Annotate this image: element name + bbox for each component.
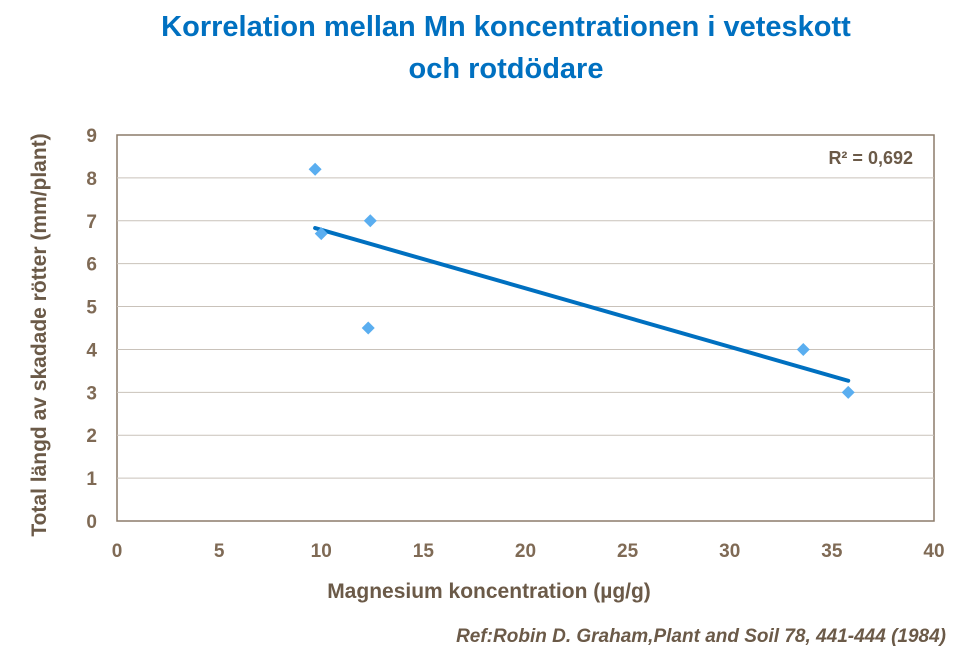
y-tick-label: 3 — [86, 383, 97, 404]
y-axis-title: Total längd av skadade rötter (mm/plant) — [28, 133, 51, 536]
r-squared-label: R² = 0,692 — [828, 148, 913, 168]
y-tick-label: 2 — [86, 426, 97, 447]
x-tick-label: 30 — [719, 541, 740, 562]
y-tick-label: 9 — [86, 126, 97, 147]
x-tick-label: 0 — [112, 541, 123, 562]
x-tick-label: 5 — [214, 541, 225, 562]
x-tick-label: 25 — [617, 541, 639, 562]
data-point-3 — [361, 321, 375, 335]
trendline-group — [313, 226, 851, 383]
data-point-5 — [841, 385, 855, 399]
x-tick-label: 15 — [413, 541, 435, 562]
chart-title: Korrelation mellan Mn koncentrationen i … — [161, 11, 851, 85]
plot-area — [116, 134, 935, 522]
data-point-0 — [308, 162, 322, 176]
data-point-4 — [796, 342, 810, 356]
source-reference: Ref:Robin D. Graham,Plant and Soil 78, 4… — [456, 626, 946, 647]
x-tick-label: 20 — [515, 541, 536, 562]
y-tick-label: 7 — [86, 212, 97, 233]
x-tick-label: 10 — [311, 541, 332, 562]
x-axis-title: Magnesium koncentration (µg/g) — [327, 580, 651, 603]
x-tick-label: 35 — [821, 541, 843, 562]
y-tick-label: 1 — [86, 469, 97, 490]
y-tick-label: 5 — [86, 298, 97, 319]
y-tick-label: 0 — [86, 512, 97, 533]
data-point-1 — [314, 227, 328, 241]
y-tick-label: 8 — [86, 169, 97, 190]
y-tick-label: 4 — [86, 340, 97, 361]
linear-trendline — [313, 226, 851, 383]
data-points — [308, 162, 855, 399]
y-tick-label: 6 — [86, 255, 97, 276]
grid-lines — [117, 177, 934, 479]
x-axis-ticks: 0 5 10 15 20 25 30 35 40 — [112, 541, 945, 562]
x-tick-label: 40 — [923, 541, 944, 562]
data-point-2 — [363, 214, 377, 228]
y-axis-ticks: 0 1 2 3 4 5 6 7 8 9 — [86, 126, 97, 533]
